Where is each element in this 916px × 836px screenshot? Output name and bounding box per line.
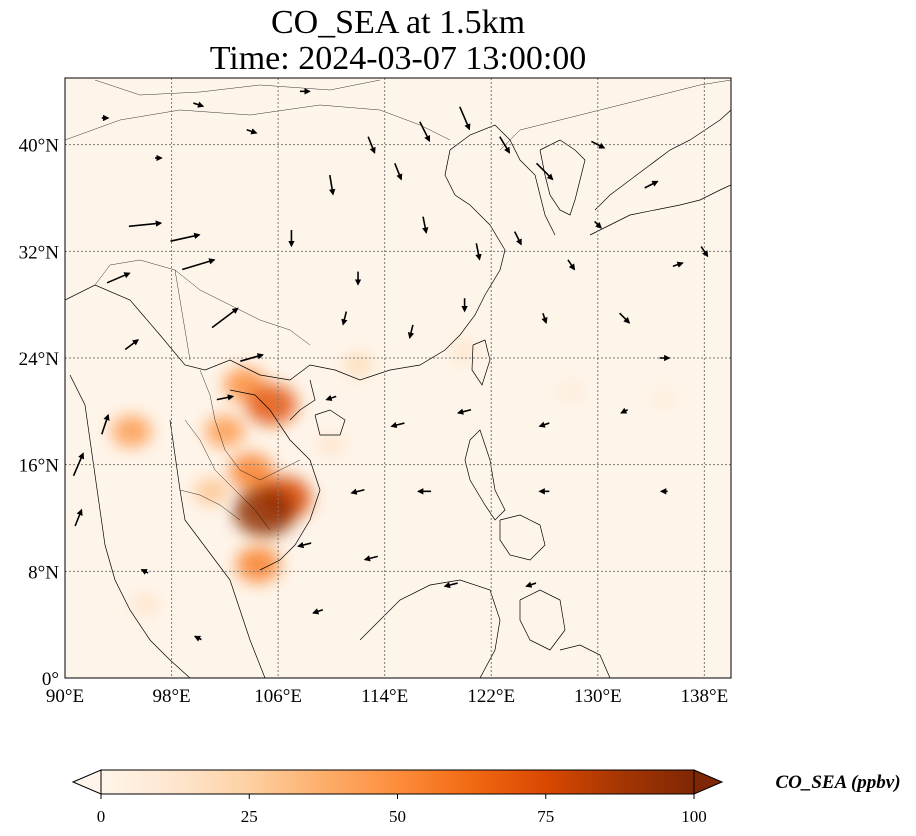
colorbar-tick-label: 100	[681, 807, 707, 826]
wind-arrow	[390, 421, 405, 429]
wind-arrow	[499, 136, 511, 154]
wind-arrow	[101, 413, 110, 435]
lat-tick-label: 16°N	[19, 456, 60, 477]
lon-tick-label: 98°E	[152, 686, 190, 707]
lon-tick-label: 130°E	[574, 686, 622, 707]
colorbar-bar	[100, 769, 695, 795]
wind-arrow	[459, 106, 471, 131]
wind-arrow	[538, 421, 550, 428]
wind-arrow	[216, 394, 235, 401]
wind-arrow	[367, 136, 376, 154]
wind-arrow	[240, 353, 264, 362]
wind-arrow	[211, 307, 239, 329]
colorbar-tick-label: 25	[241, 807, 258, 826]
lat-tick-label: 40°N	[19, 136, 60, 157]
wind-arrow	[672, 261, 684, 268]
wind-arrow	[620, 407, 628, 414]
concentration-plume	[233, 486, 296, 537]
wind-arrow	[350, 488, 365, 495]
concentration-plume	[451, 340, 478, 363]
lat-tick-label: 0°	[42, 669, 59, 690]
concentration-plume	[131, 593, 159, 616]
wind-arrow	[170, 232, 201, 242]
colorbar-tick-label: 75	[537, 807, 554, 826]
wind-arrow	[422, 216, 429, 234]
colorbar-tick-label: 0	[97, 807, 106, 826]
wind-arrow	[456, 408, 472, 415]
wind-arrow	[619, 312, 631, 324]
gridlines	[65, 78, 731, 678]
wind-arrow	[541, 312, 548, 325]
wind-arrow	[128, 220, 163, 228]
co-concentration-field	[111, 340, 677, 616]
concentration-plume	[652, 388, 677, 408]
wind-arrow	[341, 311, 348, 326]
wind-arrow	[246, 128, 258, 135]
concentration-plume	[246, 384, 297, 426]
wind-arrow	[106, 272, 131, 284]
lat-tick-label: 8°N	[28, 562, 59, 583]
wind-arrow	[363, 555, 378, 562]
lon-tick-label: 138°E	[681, 686, 729, 707]
wind-arrow	[419, 121, 431, 143]
colorbar: 0 25 50 75 100 CO_SEA (ppbv)	[71, 769, 901, 826]
chart-title: CO_SEA at 1.5km	[270, 4, 526, 41]
wind-arrow	[74, 508, 83, 527]
wind-arrow	[407, 324, 415, 339]
wind-arrow	[312, 608, 324, 615]
wind-arrow	[181, 258, 216, 271]
lat-tick-label: 32°N	[19, 242, 60, 263]
wind-arrow	[325, 394, 337, 402]
country-borders	[65, 79, 731, 531]
wind-arrow	[72, 452, 85, 477]
concentration-plume	[558, 381, 584, 402]
wind-arrow	[124, 339, 140, 351]
wind-arrow	[193, 635, 202, 642]
wind-arrow	[329, 174, 336, 196]
lon-tick-label: 106°E	[254, 686, 302, 707]
wind-vectors	[72, 88, 709, 642]
wind-arrow	[513, 231, 522, 246]
lon-tick-label: 114°E	[361, 686, 408, 707]
wind-arrow	[297, 541, 312, 549]
latitude-axis: 0° 8°N 16°N 24°N 32°N 40°N	[19, 136, 60, 690]
wind-arrow	[594, 220, 602, 229]
longitude-axis: 90°E 98°E 106°E 114°E 122°E 130°E 138°E	[46, 686, 728, 707]
wind-arrow	[140, 569, 149, 575]
lon-tick-label: 90°E	[46, 686, 84, 707]
wind-arrow	[475, 243, 482, 261]
concentration-plume	[194, 477, 229, 505]
lon-tick-label: 122°E	[467, 686, 515, 707]
plot-frame	[64, 77, 732, 679]
concentration-plume	[343, 353, 373, 377]
concentration-plume	[204, 415, 245, 448]
concentration-plume	[111, 415, 152, 448]
colorbar-tick-label: 50	[389, 807, 406, 826]
colorbar-extend-max	[693, 769, 724, 795]
lat-tick-label: 24°N	[19, 349, 60, 370]
colorbar-label: CO_SEA (ppbv)	[775, 772, 900, 793]
chart-subtitle: Time: 2024-03-07 13:00:00	[209, 40, 587, 77]
wind-arrow	[567, 259, 576, 271]
concentration-plume	[318, 433, 345, 456]
wind-arrow	[591, 140, 606, 149]
wind-arrow	[443, 581, 458, 589]
wind-arrow	[535, 162, 554, 181]
wind-arrow	[394, 163, 403, 181]
wind-arrow	[193, 101, 205, 108]
concentration-plume	[236, 546, 281, 583]
concentration-plume	[229, 453, 274, 490]
wind-arrow	[644, 180, 659, 189]
colorbar-extend-min	[71, 769, 102, 795]
map-background	[65, 78, 731, 678]
wind-arrow	[700, 246, 709, 258]
wind-arrow	[525, 581, 537, 588]
coastlines	[65, 109, 731, 678]
